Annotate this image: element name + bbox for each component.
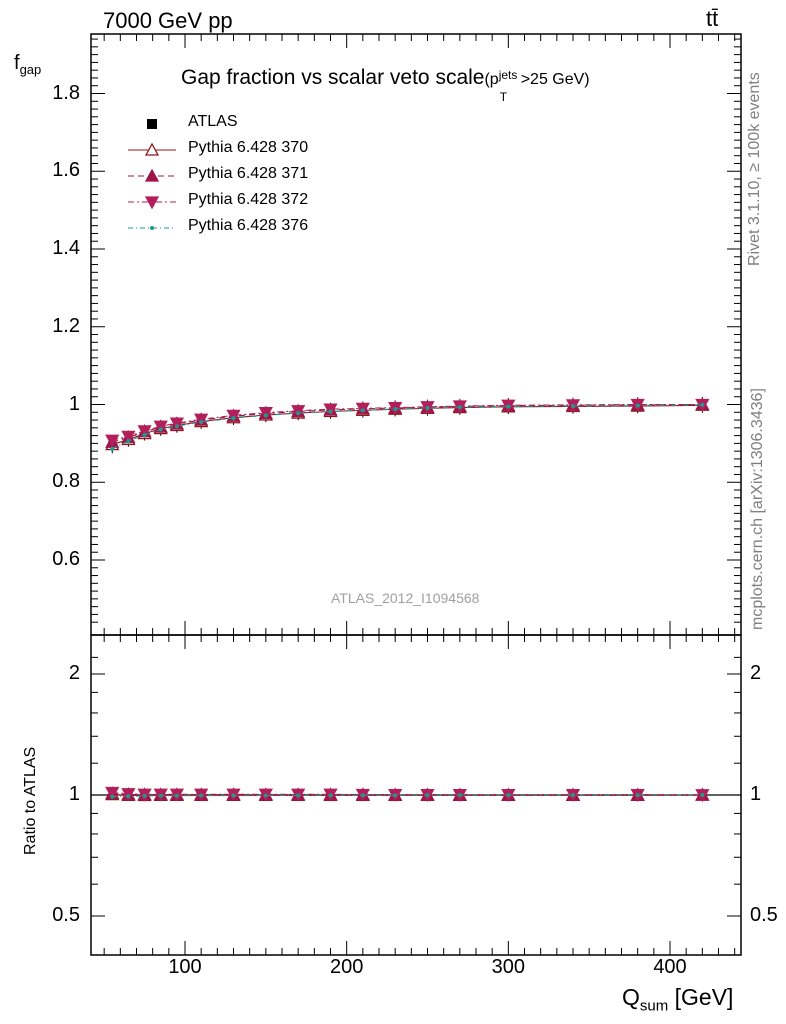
y-tick-label: 0.8 xyxy=(52,470,80,493)
title-cut-sup: jets xyxy=(498,68,518,82)
ratio-point xyxy=(158,793,163,798)
ratio-y-tick-label: 0.5 xyxy=(52,904,80,926)
data-point xyxy=(571,404,576,409)
ratio-point xyxy=(457,793,462,798)
ratio-point xyxy=(105,786,120,800)
legend-marker xyxy=(144,168,160,182)
ratio-point xyxy=(571,793,576,798)
title-cut-tail: >25 GeV) xyxy=(520,71,590,88)
data-point xyxy=(457,405,462,410)
x-tick-label: 200 xyxy=(329,956,364,978)
y-axis-label-base: f xyxy=(14,52,20,74)
ratio-y-tick-label-right: 1 xyxy=(750,783,762,805)
y-tick-label: 1.4 xyxy=(52,237,80,259)
data-point xyxy=(126,439,131,444)
data-point xyxy=(506,404,511,409)
y-tick-label: 1.8 xyxy=(52,81,80,104)
x-tick-label: 400 xyxy=(653,956,687,978)
chart-title-text: Gap fraction vs scalar veto scale xyxy=(181,66,485,89)
legend-marker xyxy=(144,196,160,210)
legend-label: Pythia 6.428 376 xyxy=(188,217,309,234)
data-point xyxy=(263,413,268,418)
data-point xyxy=(137,425,152,439)
legend-marker xyxy=(147,119,157,129)
ratio-point xyxy=(328,793,333,798)
data-point xyxy=(360,408,365,413)
x-tick-label: 300 xyxy=(491,956,526,978)
data-point xyxy=(158,427,163,432)
data-point xyxy=(328,409,333,414)
ratio-point xyxy=(296,793,301,798)
ratio-y-tick-label-right: 0.5 xyxy=(750,904,778,926)
data-point xyxy=(700,402,705,407)
data-point xyxy=(425,405,430,410)
y-axis-label: fgap xyxy=(14,52,41,77)
data-point xyxy=(174,424,179,429)
ratio-point xyxy=(263,793,268,798)
data-point xyxy=(258,407,273,421)
data-point xyxy=(153,420,168,434)
x-tick-label: 100 xyxy=(168,956,202,978)
legend-label: ATLAS xyxy=(188,113,238,130)
y-axis-label-sub: gap xyxy=(19,62,42,77)
ratio-point xyxy=(174,793,179,798)
data-point xyxy=(110,446,115,451)
process-label: 7000 GeV pp xyxy=(103,8,233,33)
y-tick-label: 1 xyxy=(68,392,80,415)
ratio-y-tick-label: 2 xyxy=(68,662,80,684)
chart-title: Gap fraction vs scalar veto scale(p jets… xyxy=(181,66,590,104)
data-point xyxy=(226,409,241,423)
y-tick-label: 1.2 xyxy=(52,314,80,337)
y-tick-label: 1.6 xyxy=(52,159,80,182)
data-point xyxy=(393,407,398,412)
data-point xyxy=(121,430,136,444)
y-tick-label: 0.6 xyxy=(52,548,80,570)
data-point xyxy=(199,419,204,424)
analysis-watermark: ATLAS_2012_I1094568 xyxy=(331,590,480,606)
data-point xyxy=(296,411,301,416)
axis-ticks xyxy=(91,34,741,956)
data-point xyxy=(194,413,209,427)
data-point xyxy=(231,416,236,421)
series-layer xyxy=(105,396,710,803)
ratio-point xyxy=(635,793,640,798)
title-cut-base: (p xyxy=(484,71,499,88)
series-line xyxy=(112,404,703,450)
legend-marker xyxy=(150,226,154,230)
data-point xyxy=(635,403,640,408)
legend-label: Pythia 6.428 370 xyxy=(188,139,309,156)
x-axis-label-base: Q xyxy=(622,984,640,1010)
ratio-point xyxy=(199,793,204,798)
ratio-point xyxy=(360,793,365,798)
legend-markers xyxy=(128,119,176,230)
legend-label: Pythia 6.428 371 xyxy=(188,165,309,182)
ratio-y-axis-label: Ratio to ATLAS xyxy=(22,746,39,855)
legend-marker xyxy=(144,142,160,156)
ratio-point xyxy=(506,793,511,798)
ratio-y-tick-label-right: 2 xyxy=(750,662,762,684)
ratio-point xyxy=(110,794,115,799)
x-axis-label: Qsum [GeV] xyxy=(622,984,733,1015)
final-state-label: tt̄ xyxy=(706,6,719,31)
ratio-point xyxy=(425,793,430,798)
ratio-point xyxy=(393,793,398,798)
title-cut-sub: T xyxy=(499,90,508,104)
data-point xyxy=(142,432,147,437)
legend-label: Pythia 6.428 372 xyxy=(188,191,309,208)
ratio-point xyxy=(126,794,131,799)
rivet-version-label: Rivet 3.1.10, ≥ 100k events xyxy=(746,72,763,266)
data-point xyxy=(169,417,185,431)
ratio-point xyxy=(231,793,236,798)
x-axis-label-tail: [GeV] xyxy=(668,984,734,1010)
ratio-point xyxy=(142,794,147,799)
ratio-y-tick-label: 1 xyxy=(68,783,80,805)
data-point xyxy=(105,434,120,448)
ratio-point xyxy=(700,793,705,797)
source-label: mcplots.cern.ch [arXiv:1306.3436] xyxy=(749,388,766,630)
x-axis-label-sub: sum xyxy=(639,997,669,1015)
